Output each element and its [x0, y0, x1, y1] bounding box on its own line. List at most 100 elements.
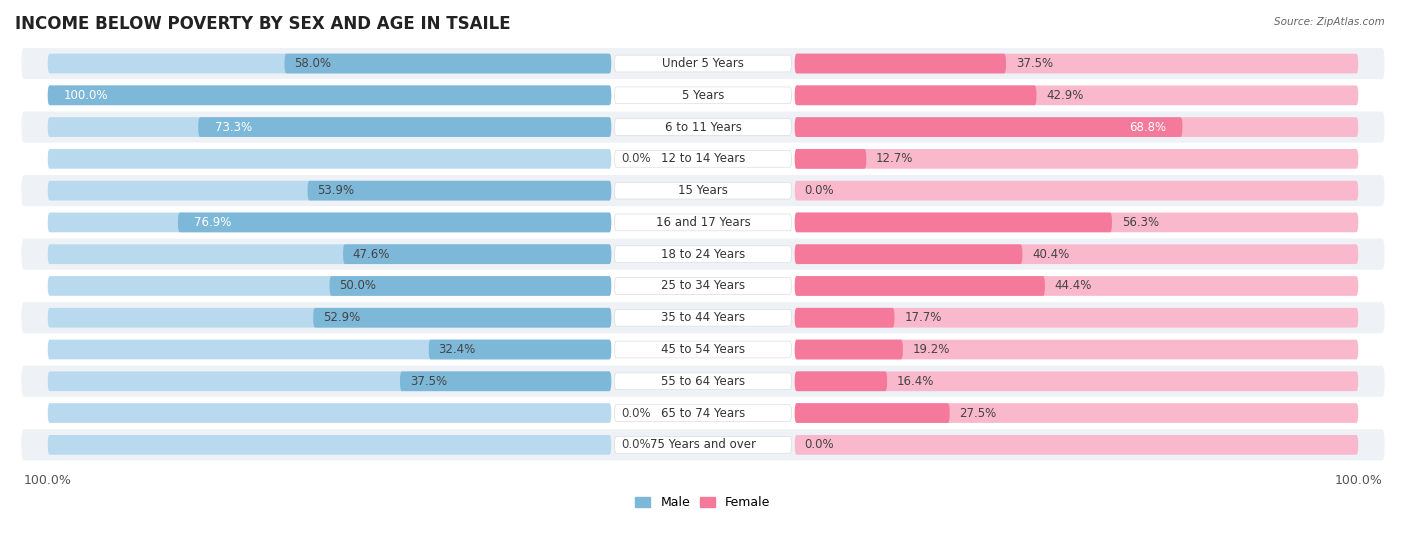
- Text: Source: ZipAtlas.com: Source: ZipAtlas.com: [1274, 17, 1385, 27]
- FancyBboxPatch shape: [284, 54, 612, 74]
- FancyBboxPatch shape: [794, 213, 1358, 232]
- FancyBboxPatch shape: [794, 149, 1358, 169]
- FancyBboxPatch shape: [48, 403, 612, 423]
- FancyBboxPatch shape: [48, 372, 612, 391]
- FancyBboxPatch shape: [794, 372, 1358, 391]
- FancyBboxPatch shape: [794, 372, 887, 391]
- FancyBboxPatch shape: [614, 373, 792, 389]
- Text: 12.7%: 12.7%: [876, 152, 914, 165]
- Text: 32.4%: 32.4%: [439, 343, 475, 356]
- Text: 0.0%: 0.0%: [621, 439, 651, 451]
- FancyBboxPatch shape: [21, 365, 1385, 397]
- Text: 65 to 74 Years: 65 to 74 Years: [661, 407, 745, 420]
- Text: 52.9%: 52.9%: [323, 311, 360, 324]
- FancyBboxPatch shape: [329, 276, 612, 296]
- Text: 45 to 54 Years: 45 to 54 Years: [661, 343, 745, 356]
- Text: 44.4%: 44.4%: [1054, 280, 1092, 292]
- FancyBboxPatch shape: [179, 213, 612, 232]
- FancyBboxPatch shape: [48, 340, 612, 359]
- Text: 35 to 44 Years: 35 to 44 Years: [661, 311, 745, 324]
- Text: 18 to 24 Years: 18 to 24 Years: [661, 248, 745, 261]
- FancyBboxPatch shape: [794, 340, 1358, 359]
- FancyBboxPatch shape: [794, 403, 949, 423]
- Text: 6 to 11 Years: 6 to 11 Years: [665, 121, 741, 133]
- FancyBboxPatch shape: [794, 117, 1358, 137]
- Text: 55 to 64 Years: 55 to 64 Years: [661, 375, 745, 388]
- FancyBboxPatch shape: [21, 112, 1385, 143]
- FancyBboxPatch shape: [614, 246, 792, 263]
- FancyBboxPatch shape: [614, 309, 792, 326]
- FancyBboxPatch shape: [429, 340, 612, 359]
- FancyBboxPatch shape: [794, 403, 1358, 423]
- FancyBboxPatch shape: [614, 341, 792, 358]
- FancyBboxPatch shape: [614, 55, 792, 72]
- FancyBboxPatch shape: [794, 276, 1045, 296]
- FancyBboxPatch shape: [614, 151, 792, 167]
- Text: 50.0%: 50.0%: [339, 280, 377, 292]
- FancyBboxPatch shape: [794, 149, 866, 169]
- FancyBboxPatch shape: [48, 149, 612, 169]
- Text: 75 Years and over: 75 Years and over: [650, 439, 756, 451]
- FancyBboxPatch shape: [21, 143, 1385, 175]
- Text: 47.6%: 47.6%: [353, 248, 391, 261]
- Text: 40.4%: 40.4%: [1032, 248, 1070, 261]
- Text: 12 to 14 Years: 12 to 14 Years: [661, 152, 745, 165]
- FancyBboxPatch shape: [794, 54, 1007, 74]
- Text: 73.3%: 73.3%: [215, 121, 252, 133]
- Text: 0.0%: 0.0%: [621, 152, 651, 165]
- FancyBboxPatch shape: [614, 87, 792, 104]
- Text: 0.0%: 0.0%: [804, 184, 834, 197]
- FancyBboxPatch shape: [614, 436, 792, 453]
- FancyBboxPatch shape: [614, 214, 792, 231]
- FancyBboxPatch shape: [794, 117, 1182, 137]
- FancyBboxPatch shape: [48, 244, 612, 264]
- FancyBboxPatch shape: [48, 435, 612, 455]
- FancyBboxPatch shape: [794, 54, 1358, 74]
- Text: Under 5 Years: Under 5 Years: [662, 57, 744, 70]
- FancyBboxPatch shape: [48, 308, 612, 328]
- FancyBboxPatch shape: [614, 405, 792, 421]
- Text: 58.0%: 58.0%: [294, 57, 332, 70]
- FancyBboxPatch shape: [794, 244, 1022, 264]
- FancyBboxPatch shape: [198, 117, 612, 137]
- FancyBboxPatch shape: [48, 85, 612, 105]
- FancyBboxPatch shape: [21, 271, 1385, 301]
- FancyBboxPatch shape: [21, 239, 1385, 270]
- FancyBboxPatch shape: [794, 85, 1358, 105]
- Text: 100.0%: 100.0%: [65, 89, 108, 102]
- FancyBboxPatch shape: [794, 85, 1036, 105]
- FancyBboxPatch shape: [794, 213, 1112, 232]
- FancyBboxPatch shape: [21, 429, 1385, 460]
- Text: 25 to 34 Years: 25 to 34 Years: [661, 280, 745, 292]
- Text: 16.4%: 16.4%: [897, 375, 935, 388]
- FancyBboxPatch shape: [343, 244, 612, 264]
- FancyBboxPatch shape: [314, 308, 612, 328]
- FancyBboxPatch shape: [794, 181, 1358, 200]
- FancyBboxPatch shape: [48, 85, 612, 105]
- FancyBboxPatch shape: [21, 48, 1385, 79]
- Text: 37.5%: 37.5%: [409, 375, 447, 388]
- FancyBboxPatch shape: [794, 308, 894, 328]
- Text: 0.0%: 0.0%: [804, 439, 834, 451]
- FancyBboxPatch shape: [614, 119, 792, 136]
- FancyBboxPatch shape: [794, 435, 1358, 455]
- FancyBboxPatch shape: [21, 334, 1385, 365]
- FancyBboxPatch shape: [308, 181, 612, 200]
- Text: INCOME BELOW POVERTY BY SEX AND AGE IN TSAILE: INCOME BELOW POVERTY BY SEX AND AGE IN T…: [15, 15, 510, 33]
- Text: 5 Years: 5 Years: [682, 89, 724, 102]
- Text: 27.5%: 27.5%: [959, 407, 997, 420]
- Text: 56.3%: 56.3%: [1122, 216, 1159, 229]
- FancyBboxPatch shape: [48, 181, 612, 200]
- FancyBboxPatch shape: [48, 213, 612, 232]
- FancyBboxPatch shape: [794, 244, 1358, 264]
- Legend: Male, Female: Male, Female: [630, 491, 776, 514]
- FancyBboxPatch shape: [794, 276, 1358, 296]
- FancyBboxPatch shape: [21, 80, 1385, 111]
- Text: 53.9%: 53.9%: [318, 184, 354, 197]
- FancyBboxPatch shape: [48, 54, 612, 74]
- Text: 19.2%: 19.2%: [912, 343, 950, 356]
- FancyBboxPatch shape: [21, 175, 1385, 206]
- Text: 17.7%: 17.7%: [904, 311, 942, 324]
- Text: 37.5%: 37.5%: [1017, 57, 1053, 70]
- FancyBboxPatch shape: [614, 182, 792, 199]
